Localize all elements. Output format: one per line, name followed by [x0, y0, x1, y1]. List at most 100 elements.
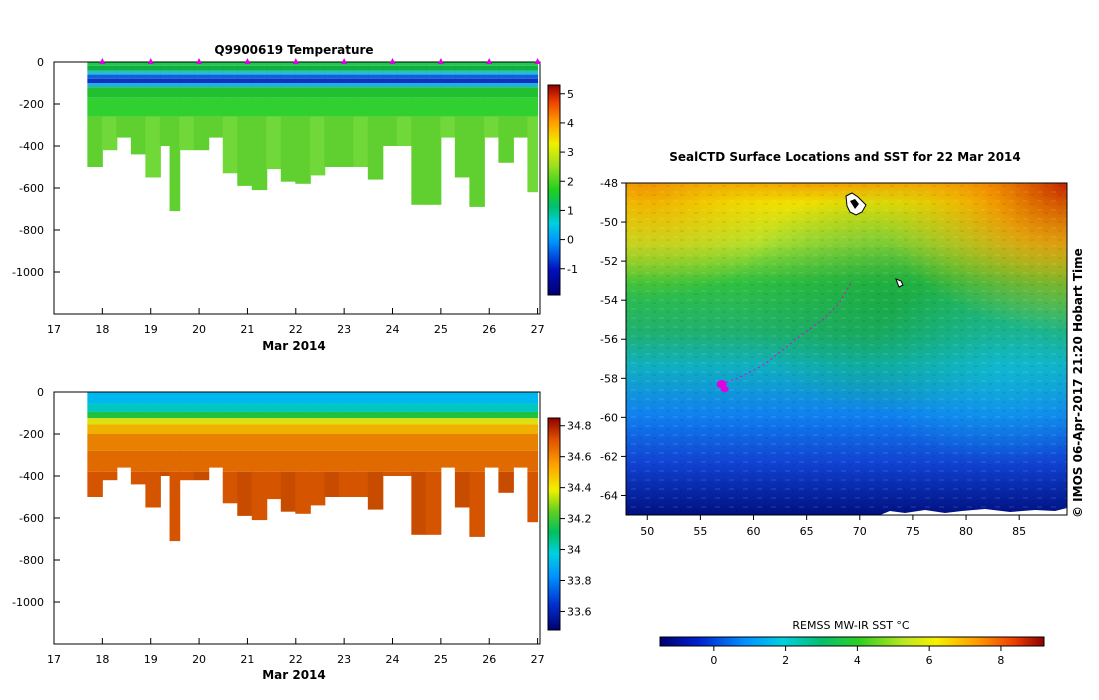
- profile-cell: [266, 418, 282, 425]
- profile-cell: [498, 434, 514, 451]
- profile-cell: [208, 83, 224, 88]
- y-tick-label: -600: [19, 182, 44, 195]
- x-tick-label: 24: [386, 323, 400, 336]
- profile-cell: [87, 97, 103, 117]
- profile-cell: [382, 97, 398, 117]
- y-tick-label: -400: [19, 470, 44, 483]
- profile-cell: [483, 418, 500, 425]
- profile-cell: [527, 65, 539, 71]
- colorbar-tick-label: 33.6: [567, 605, 592, 618]
- temperature-chart-title: Q9900619 Temperature: [214, 43, 373, 57]
- profile-cell: [469, 411, 485, 419]
- profile-cell: [469, 392, 485, 404]
- profile-cell: [411, 97, 427, 117]
- profile-column: [512, 392, 529, 468]
- profile-cell: [179, 83, 195, 88]
- profile-cell: [179, 411, 195, 419]
- temperature-section-panel: Q9900619 Temperature 0 -200 -400 -600 -800 -1…: [12, 43, 578, 353]
- profile-cell: [382, 83, 398, 88]
- profile-cell: [116, 74, 132, 79]
- profile-cell: [440, 424, 456, 434]
- profile-cell: [295, 403, 311, 412]
- profile-cell: [295, 424, 311, 434]
- profile-cell: [367, 83, 384, 88]
- x-tick-label: 24: [386, 653, 400, 666]
- temperature-x-axis-label: Mar 2014: [262, 339, 326, 353]
- colorbar-tick-label: 1: [567, 204, 574, 217]
- profile-cell: [367, 434, 384, 451]
- profile-cell: [483, 65, 500, 71]
- profile-cell: [440, 434, 456, 451]
- profile-cell: [145, 392, 161, 404]
- profile-cell: [116, 83, 132, 88]
- profile-cell: [324, 471, 340, 497]
- profile-column: [469, 392, 485, 537]
- profile-cell: [237, 434, 253, 451]
- profile-cell: [159, 62, 171, 66]
- profile-cell: [251, 65, 268, 71]
- profile-cell: [251, 78, 268, 83]
- profile-cell: [87, 116, 103, 167]
- colorbar-tick-label: 3: [567, 146, 574, 159]
- x-tick-label: 27: [531, 653, 545, 666]
- profile-column: [251, 62, 268, 191]
- profile-cell: [411, 392, 427, 404]
- y-tick-label: -200: [19, 428, 44, 441]
- profile-cell: [440, 116, 456, 138]
- profile-cell: [237, 471, 253, 516]
- profile-cell: [295, 450, 311, 472]
- profile-cell: [87, 70, 103, 75]
- seal-track: [716, 280, 853, 393]
- profile-cell: [145, 70, 161, 75]
- profile-cell: [130, 471, 147, 485]
- profile-column: [367, 62, 384, 180]
- profile-cell: [222, 418, 239, 425]
- profile-cell: [483, 83, 500, 88]
- profile-cell: [396, 116, 413, 146]
- profile-cell: [87, 87, 103, 98]
- profile-cell: [266, 78, 282, 83]
- profile-cell: [469, 62, 485, 66]
- profile-cell: [498, 83, 514, 88]
- sst-map-frame: [625, 182, 1068, 516]
- profile-cell: [483, 70, 500, 75]
- profile-cell: [483, 411, 500, 419]
- profile-cell: [367, 392, 384, 404]
- profile-column: [222, 62, 239, 174]
- profile-cell: [353, 97, 369, 117]
- profile-cell: [222, 87, 239, 98]
- profile-cell: [324, 78, 340, 83]
- profile-cell: [309, 87, 326, 98]
- profile-cell: [411, 62, 427, 66]
- profile-cell: [425, 65, 442, 71]
- profile-cell: [469, 74, 485, 79]
- profile-cell: [527, 62, 539, 66]
- profile-cell: [396, 62, 413, 66]
- profile-cell: [295, 411, 311, 419]
- profile-cell: [251, 403, 268, 412]
- profile-cell: [396, 411, 413, 419]
- profile-cell: [145, 74, 161, 79]
- profile-cell: [309, 411, 326, 419]
- profile-cell: [179, 78, 195, 83]
- profile-cell: [222, 116, 239, 174]
- surface-marker: [389, 58, 396, 64]
- x-tick-label: 26: [482, 653, 496, 666]
- colorbar-tick-label: 33.8: [567, 574, 592, 587]
- profile-column: [338, 62, 355, 167]
- profile-column: [324, 392, 340, 497]
- profile-cell: [280, 471, 297, 512]
- profile-cell: [309, 471, 326, 506]
- profile-cell: [353, 70, 369, 75]
- profile-cell: [309, 78, 326, 83]
- profile-cell: [280, 87, 297, 98]
- profile-cell: [222, 97, 239, 117]
- profile-column: [382, 62, 398, 146]
- profile-column: [237, 62, 253, 186]
- profile-surface-markers: [99, 58, 541, 64]
- x-tick-label: 18: [95, 653, 109, 666]
- profile-cell: [367, 97, 384, 117]
- profile-cell: [159, 65, 171, 71]
- profile-cell: [309, 434, 326, 451]
- profile-cell: [338, 83, 355, 88]
